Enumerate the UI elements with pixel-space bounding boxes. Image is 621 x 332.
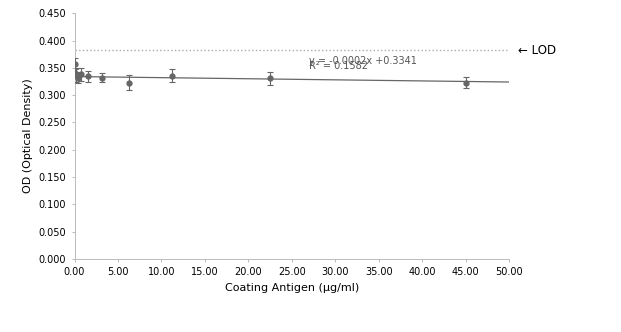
Y-axis label: OD (Optical Density): OD (Optical Density) — [23, 79, 33, 194]
Text: y = -0.0002x +0.3341: y = -0.0002x +0.3341 — [309, 56, 417, 66]
Text: ← LOD: ← LOD — [518, 44, 556, 57]
X-axis label: Coating Antigen (μg/ml): Coating Antigen (μg/ml) — [225, 283, 359, 293]
Text: R² = 0.1582: R² = 0.1582 — [309, 61, 368, 71]
